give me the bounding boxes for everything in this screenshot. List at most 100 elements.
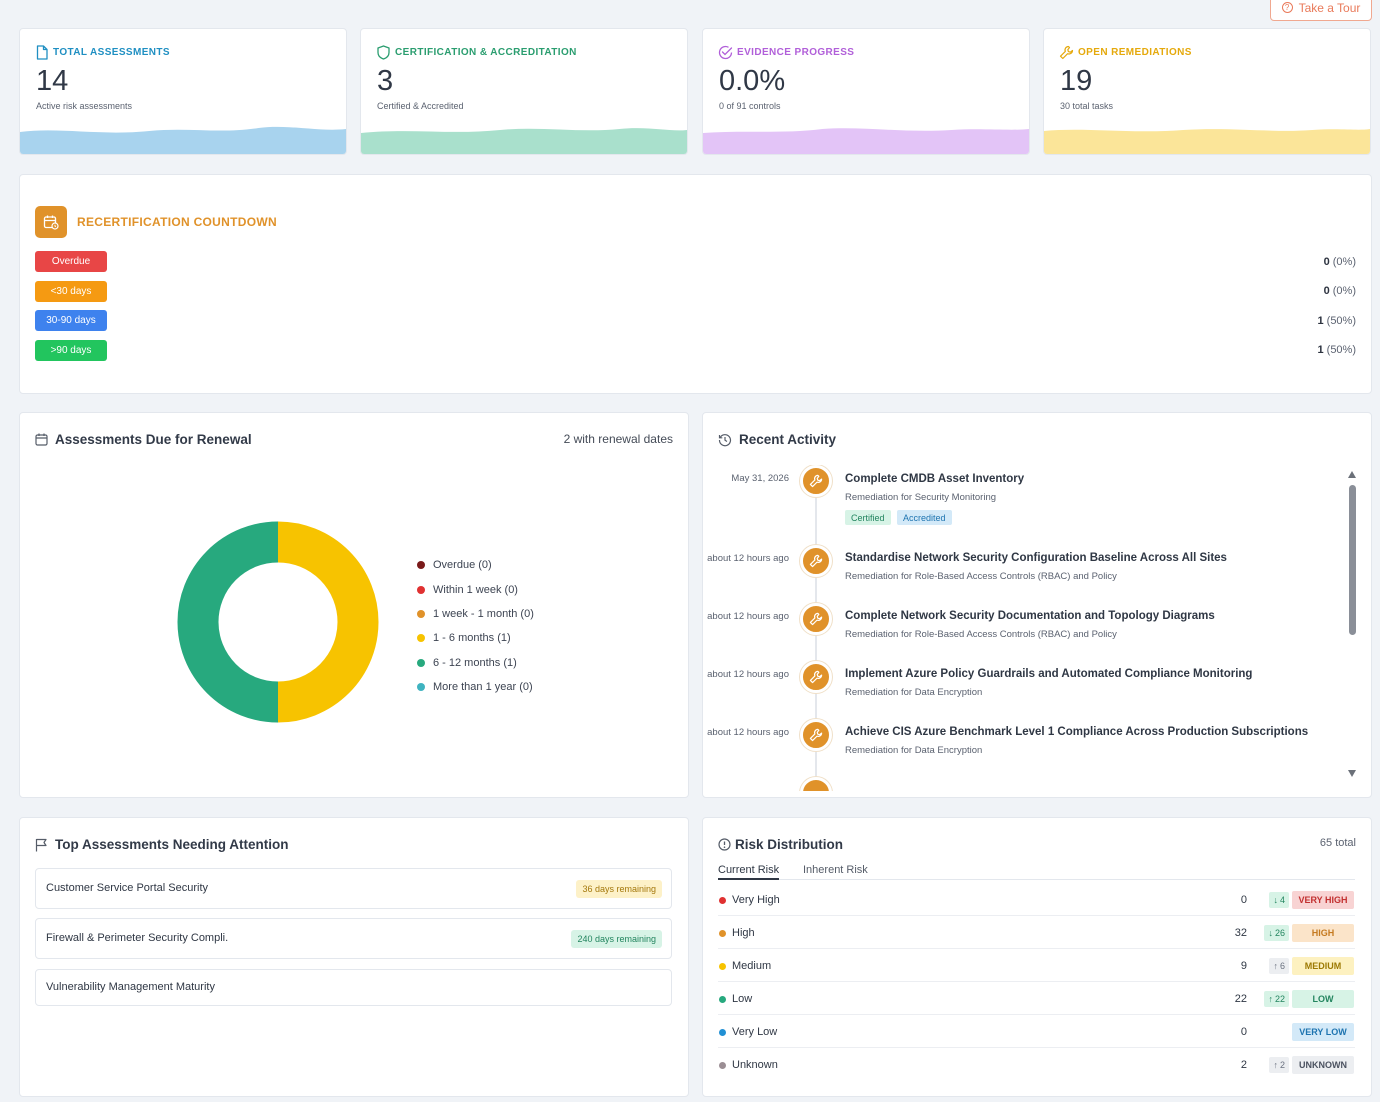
- arrow-up-icon: ↑: [1273, 1060, 1278, 1070]
- risk-row-unknown[interactable]: Unknown 2 ↑ 2 UNKNOWN: [718, 1048, 1355, 1081]
- donut-segment[interactable]: [277, 521, 379, 723]
- recert-pill-30-90-days[interactable]: 30-90 days: [35, 310, 107, 331]
- stat-subtitle: 0 of 91 controls: [719, 101, 781, 111]
- legend-item[interactable]: Overdue (0): [417, 553, 534, 577]
- risk-dot: [719, 996, 726, 1003]
- stat-card-total-assessments[interactable]: TOTAL ASSESSMENTS 14 Active risk assessm…: [19, 28, 347, 155]
- stat-value: 3: [377, 65, 394, 97]
- risk-row-medium[interactable]: Medium 9 ↑ 6 MEDIUM: [718, 949, 1355, 982]
- risk-label: High: [732, 927, 755, 939]
- question-icon: ?: [1281, 2, 1293, 13]
- take-a-tour-button[interactable]: ? Take a Tour: [1270, 0, 1372, 21]
- attention-item[interactable]: Customer Service Portal Security 36 days…: [35, 868, 672, 909]
- arrow-down-icon: ↓: [1273, 895, 1278, 905]
- scroll-up-arrow[interactable]: [1348, 471, 1356, 478]
- wrench-icon: [800, 719, 832, 751]
- legend-dot: [417, 585, 425, 594]
- legend-item[interactable]: 1 - 6 months (1): [417, 626, 534, 650]
- risk-dot: [719, 1062, 726, 1069]
- risk-dot: [719, 930, 726, 937]
- risk-level-pill: MEDIUM: [1292, 957, 1354, 975]
- legend-label: 1 week - 1 month (0): [433, 607, 534, 620]
- assessment-name: Firewall & Perimeter Security Compli.: [46, 932, 229, 944]
- risk-dot: [719, 963, 726, 970]
- risk-label: Very Low: [732, 1026, 778, 1038]
- calendar-clock-icon: [35, 206, 67, 238]
- legend-item[interactable]: 1 week - 1 month (0): [417, 602, 534, 626]
- legend-dot: [417, 634, 425, 643]
- recert-pill-overdue[interactable]: Overdue: [35, 251, 107, 272]
- risk-change-badge: ↓ 4: [1269, 892, 1289, 908]
- shield-icon: [377, 45, 390, 60]
- legend-item[interactable]: 6 - 12 months (1): [417, 651, 534, 675]
- renewal-summary: 2 with renewal dates: [563, 432, 673, 446]
- stat-card-evidence-progress[interactable]: EVIDENCE PROGRESS 0.0% 0 of 91 controls: [702, 28, 1030, 155]
- stat-title: OPEN REMEDIATIONS: [1078, 47, 1192, 58]
- wrench-icon: [1059, 45, 1074, 60]
- risk-label: Very High: [732, 894, 780, 906]
- activity-subtitle: Remediation for Security Monitoring: [845, 492, 997, 503]
- stat-subtitle: Active risk assessments: [36, 101, 133, 111]
- risk-distribution-panel: Risk Distribution 65 total Current Risk …: [702, 817, 1372, 1097]
- donut-segment[interactable]: [177, 521, 279, 723]
- attention-item[interactable]: Firewall & Perimeter Security Compli. 24…: [35, 918, 672, 959]
- activity-title-text: Implement Azure Policy Guardrails and Au…: [845, 668, 1253, 680]
- stat-subtitle: 30 total tasks: [1060, 101, 1114, 111]
- activity-date: about 12 hours ago: [707, 669, 789, 680]
- risk-row-very-high[interactable]: Very High 0 ↓ 4 VERY HIGH: [718, 883, 1355, 916]
- recert-value-under-30-days: 0 (0%): [1323, 285, 1356, 297]
- scroll-down-arrow[interactable]: [1348, 770, 1356, 777]
- activity-date: about 12 hours ago: [707, 553, 789, 564]
- tab-current-risk[interactable]: Current Risk: [718, 864, 780, 880]
- renewal-title: Assessments Due for Renewal: [55, 432, 252, 447]
- stat-subtitle: Certified & Accredited: [377, 101, 464, 111]
- risk-row-very-low[interactable]: Very Low 0 VERY LOW: [718, 1015, 1355, 1048]
- legend-dot: [417, 658, 425, 667]
- stat-wave: [20, 126, 346, 154]
- activity-scrollbar[interactable]: [1348, 471, 1356, 777]
- check-circle-icon: [718, 45, 733, 60]
- risk-row-high[interactable]: High 32 ↓ 26 HIGH: [718, 916, 1355, 949]
- activity-subtitle: Remediation for Data Encryption: [845, 745, 983, 756]
- stat-card-certification[interactable]: CERTIFICATION & ACCREDITATION 3 Certifie…: [360, 28, 688, 155]
- timeline-line: [815, 485, 817, 791]
- risk-change-badge: ↑ 6: [1269, 958, 1289, 974]
- activity-date: about 12 hours ago: [707, 611, 789, 622]
- legend-item[interactable]: More than 1 year (0): [417, 675, 534, 699]
- wrench-icon: [800, 603, 832, 635]
- legend-dot: [417, 609, 425, 618]
- renewal-panel: Assessments Due for Renewal 2 with renew…: [19, 412, 689, 798]
- tag-accredited: Accredited: [897, 510, 952, 525]
- activity-subtitle: Remediation for Data Encryption: [845, 687, 983, 698]
- wrench-icon: [800, 465, 832, 497]
- risk-count: 0: [1240, 1026, 1247, 1038]
- legend-item[interactable]: Within 1 week (0): [417, 577, 534, 601]
- days-remaining-badge: 36 days remaining: [576, 880, 662, 898]
- arrow-up-icon: ↑: [1268, 994, 1273, 1004]
- renewal-donut-chart: [177, 521, 379, 723]
- attention-title: Top Assessments Needing Attention: [55, 837, 289, 852]
- risk-change-badge: ↓ 26: [1264, 925, 1289, 941]
- risk-count: 2: [1240, 1059, 1247, 1071]
- risk-tabs: Current Risk Inherent Risk: [718, 862, 1355, 880]
- risk-label: Unknown: [732, 1059, 778, 1071]
- stat-card-open-remediations[interactable]: OPEN REMEDIATIONS 19 30 total tasks: [1043, 28, 1371, 155]
- tab-inherent-risk[interactable]: Inherent Risk: [803, 864, 868, 876]
- attention-item[interactable]: Vulnerability Management Maturity: [35, 969, 672, 1006]
- legend-label: Within 1 week (0): [433, 583, 518, 596]
- risk-dot: [719, 897, 726, 904]
- recertification-countdown-panel: RECERTIFICATION COUNTDOWN Overdue 0 (0%) …: [19, 174, 1372, 394]
- recert-pill-under-30-days[interactable]: <30 days: [35, 281, 107, 302]
- risk-dot: [719, 1029, 726, 1036]
- wrench-icon: [800, 661, 832, 693]
- recert-pill-over-90-days[interactable]: >90 days: [35, 340, 107, 361]
- risk-level-pill: LOW: [1292, 990, 1354, 1008]
- activity-list[interactable]: May 31, 2026 Complete CMDB Asset Invento…: [703, 465, 1358, 791]
- activity-subtitle: Remediation for Role-Based Access Contro…: [845, 629, 1117, 640]
- scroll-thumb[interactable]: [1349, 485, 1356, 635]
- risk-change-badge: ↑ 2: [1269, 1057, 1289, 1073]
- stat-wave: [1044, 129, 1370, 154]
- risk-row-low[interactable]: Low 22 ↑ 22 LOW: [718, 982, 1355, 1015]
- document-icon: [36, 45, 48, 60]
- history-icon: [718, 433, 732, 446]
